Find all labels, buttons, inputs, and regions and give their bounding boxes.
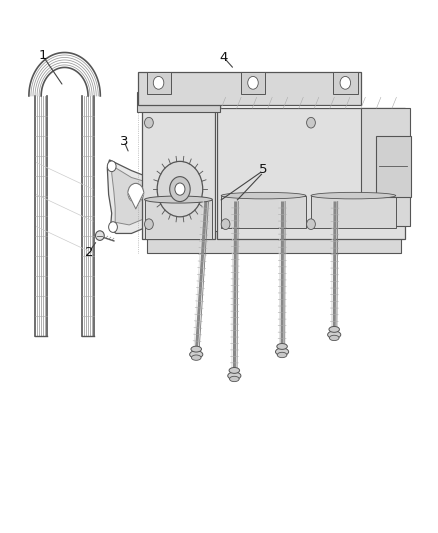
Text: 4: 4 [219, 51, 228, 63]
Circle shape [158, 185, 166, 196]
Bar [333, 72, 357, 94]
Bar [147, 72, 171, 94]
Circle shape [307, 117, 315, 128]
Text: 2: 2 [85, 246, 93, 259]
Text: 5: 5 [258, 163, 267, 176]
Ellipse shape [230, 376, 239, 382]
Ellipse shape [229, 368, 240, 373]
Ellipse shape [329, 335, 339, 341]
Ellipse shape [95, 231, 104, 240]
Circle shape [153, 76, 164, 89]
FancyBboxPatch shape [147, 231, 401, 253]
Ellipse shape [277, 352, 287, 358]
Ellipse shape [276, 348, 289, 356]
Bar [311, 196, 396, 228]
Circle shape [170, 176, 190, 201]
Circle shape [157, 161, 203, 217]
FancyBboxPatch shape [376, 135, 411, 197]
Bar [221, 196, 306, 228]
Circle shape [221, 219, 230, 230]
Ellipse shape [191, 346, 201, 352]
Ellipse shape [328, 331, 341, 338]
Circle shape [107, 161, 116, 172]
Bar [217, 108, 405, 239]
Circle shape [128, 183, 144, 203]
Circle shape [145, 219, 153, 230]
Ellipse shape [190, 351, 203, 358]
Polygon shape [112, 166, 159, 225]
Circle shape [109, 222, 117, 232]
Ellipse shape [329, 326, 339, 333]
Circle shape [145, 117, 153, 128]
Ellipse shape [145, 196, 212, 203]
Circle shape [248, 76, 258, 89]
Ellipse shape [191, 355, 201, 360]
Ellipse shape [221, 192, 306, 199]
Ellipse shape [311, 192, 396, 199]
Polygon shape [128, 193, 144, 209]
FancyBboxPatch shape [137, 92, 220, 112]
Bar [360, 108, 410, 226]
Polygon shape [107, 160, 166, 233]
Bar [138, 72, 360, 104]
Ellipse shape [277, 343, 287, 350]
Circle shape [340, 76, 350, 89]
Circle shape [175, 183, 185, 195]
Bar [142, 108, 215, 239]
Bar [145, 199, 212, 239]
Bar [241, 72, 265, 94]
Circle shape [307, 219, 315, 230]
Text: 3: 3 [120, 135, 128, 148]
Text: 1: 1 [39, 50, 47, 62]
Ellipse shape [228, 372, 241, 379]
